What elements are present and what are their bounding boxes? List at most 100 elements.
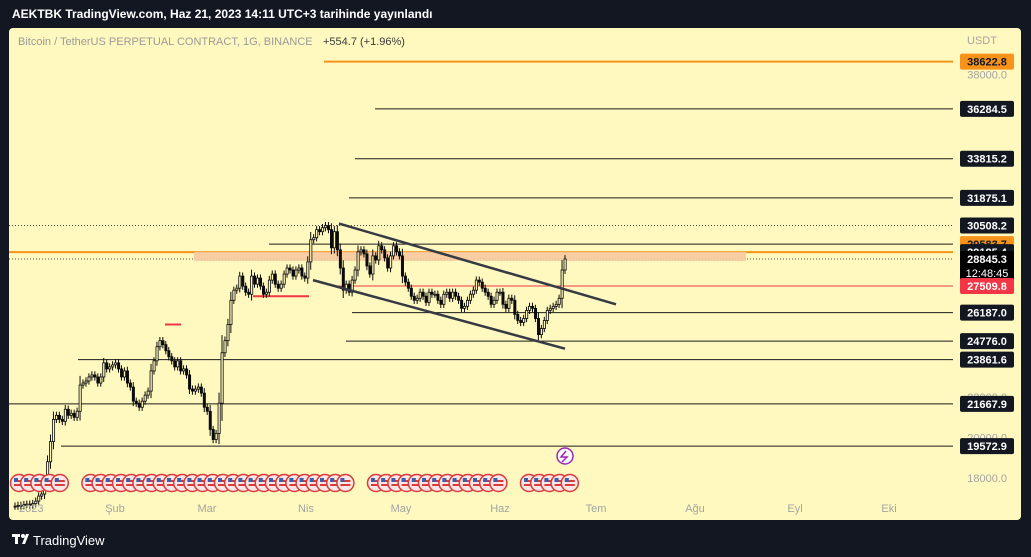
change-legend: +554.7 (+1.96%)	[323, 36, 405, 48]
candle-up	[539, 328, 543, 335]
flag-stripe	[279, 480, 290, 482]
candle-down	[161, 340, 165, 346]
flag-stripe	[411, 484, 422, 486]
flag-stripe	[54, 480, 65, 482]
candle-up	[294, 269, 298, 277]
candle-up	[415, 297, 419, 301]
candle-up	[563, 258, 567, 271]
us-flag-event-icon	[560, 473, 580, 493]
flag-stripe	[126, 480, 137, 482]
candle-down	[288, 267, 292, 271]
price-label-box	[960, 395, 1014, 412]
flag-stripe	[534, 480, 545, 482]
flag-stripe	[24, 484, 35, 486]
candle-up	[554, 303, 558, 307]
flag-stripe	[462, 484, 473, 486]
candle-down	[120, 368, 124, 378]
candle-down	[454, 291, 458, 297]
x-axis-label: Eki	[881, 503, 896, 515]
flag-stripe	[381, 484, 392, 486]
flag-stripe	[177, 484, 188, 486]
candle-down	[202, 392, 206, 408]
price-label-box	[960, 251, 1014, 282]
flag-stripe	[330, 480, 341, 482]
flag-stripe	[524, 480, 534, 482]
candle-up	[75, 410, 79, 418]
candle-down	[486, 291, 490, 297]
flag-canton	[391, 478, 396, 482]
candle-down	[137, 402, 141, 408]
flag-stripe	[483, 484, 494, 486]
flag-canton	[381, 478, 386, 482]
time-axis: 2023 Şub Mar Nis May Haz Tem Ağu Eyl Eki	[19, 503, 897, 515]
flag-stripe	[116, 480, 126, 482]
candle-down	[329, 229, 333, 249]
candle-up	[522, 318, 526, 323]
flag-stripe	[320, 484, 330, 486]
resistance-zone-band	[194, 251, 746, 261]
candle-down	[303, 275, 307, 279]
candle-down	[536, 318, 540, 336]
candle-down	[318, 229, 322, 233]
x-axis-label: Tem	[586, 503, 607, 515]
candle-down	[273, 273, 277, 285]
flag-stripe	[309, 484, 320, 486]
flag-stripe	[167, 484, 177, 486]
flag-stripe	[258, 484, 269, 486]
candle-up	[324, 225, 328, 229]
candle-up	[13, 505, 17, 508]
price-label-box	[960, 351, 1014, 368]
candle-down	[128, 382, 132, 388]
x-axis-label: Şub	[105, 503, 125, 515]
candle-up	[474, 279, 478, 291]
candle-down	[365, 253, 369, 267]
candle-up	[229, 299, 233, 325]
candle-up	[114, 362, 118, 366]
flag-stripe	[218, 480, 228, 482]
flag-canton	[95, 478, 100, 482]
flag-stripe	[289, 484, 300, 486]
currency-label: USDT	[967, 35, 997, 47]
candle-up	[256, 277, 260, 285]
flag-stripe	[44, 484, 55, 486]
resistance-zone	[194, 251, 746, 261]
candle-down	[66, 408, 70, 416]
candle-up	[220, 352, 224, 404]
candle-down	[412, 295, 416, 301]
price-label-box	[960, 150, 1014, 167]
candle-down	[510, 297, 514, 301]
flag-canton	[34, 478, 39, 482]
flag-canton	[238, 478, 243, 482]
flag-stripe	[105, 484, 116, 486]
flag-stripe	[422, 480, 432, 482]
flag-stripe	[238, 484, 249, 486]
tradingview-logo-icon[interactable]	[12, 532, 30, 546]
flag-canton	[371, 478, 375, 482]
symbol-legend[interactable]: Bitcoin / TetherUS PERPETUAL CONTRACT, 1…	[18, 36, 313, 48]
candle-up	[78, 384, 82, 412]
flag-stripe	[473, 480, 483, 482]
flag-canton	[534, 478, 539, 482]
candle-down	[261, 285, 265, 295]
candle-down	[244, 285, 248, 293]
price-label-text: 31875.1	[967, 193, 1007, 205]
flag-stripe	[544, 480, 555, 482]
flag-canton	[411, 478, 416, 482]
candle-up	[267, 279, 271, 293]
flag-stripe	[554, 480, 565, 482]
candle-down	[501, 291, 505, 305]
candle-up	[270, 273, 274, 281]
flag-stripe	[330, 484, 341, 486]
flag-stripe	[309, 480, 320, 482]
candle-down	[167, 350, 171, 358]
flag-stripe	[228, 480, 239, 482]
flag-canton	[422, 478, 426, 482]
candle-up	[40, 493, 44, 497]
candle-up	[176, 360, 180, 368]
us-flag-event-icon	[489, 473, 508, 493]
candle-down	[457, 295, 461, 301]
flag-stripe	[452, 484, 463, 486]
candle-up	[37, 495, 41, 502]
